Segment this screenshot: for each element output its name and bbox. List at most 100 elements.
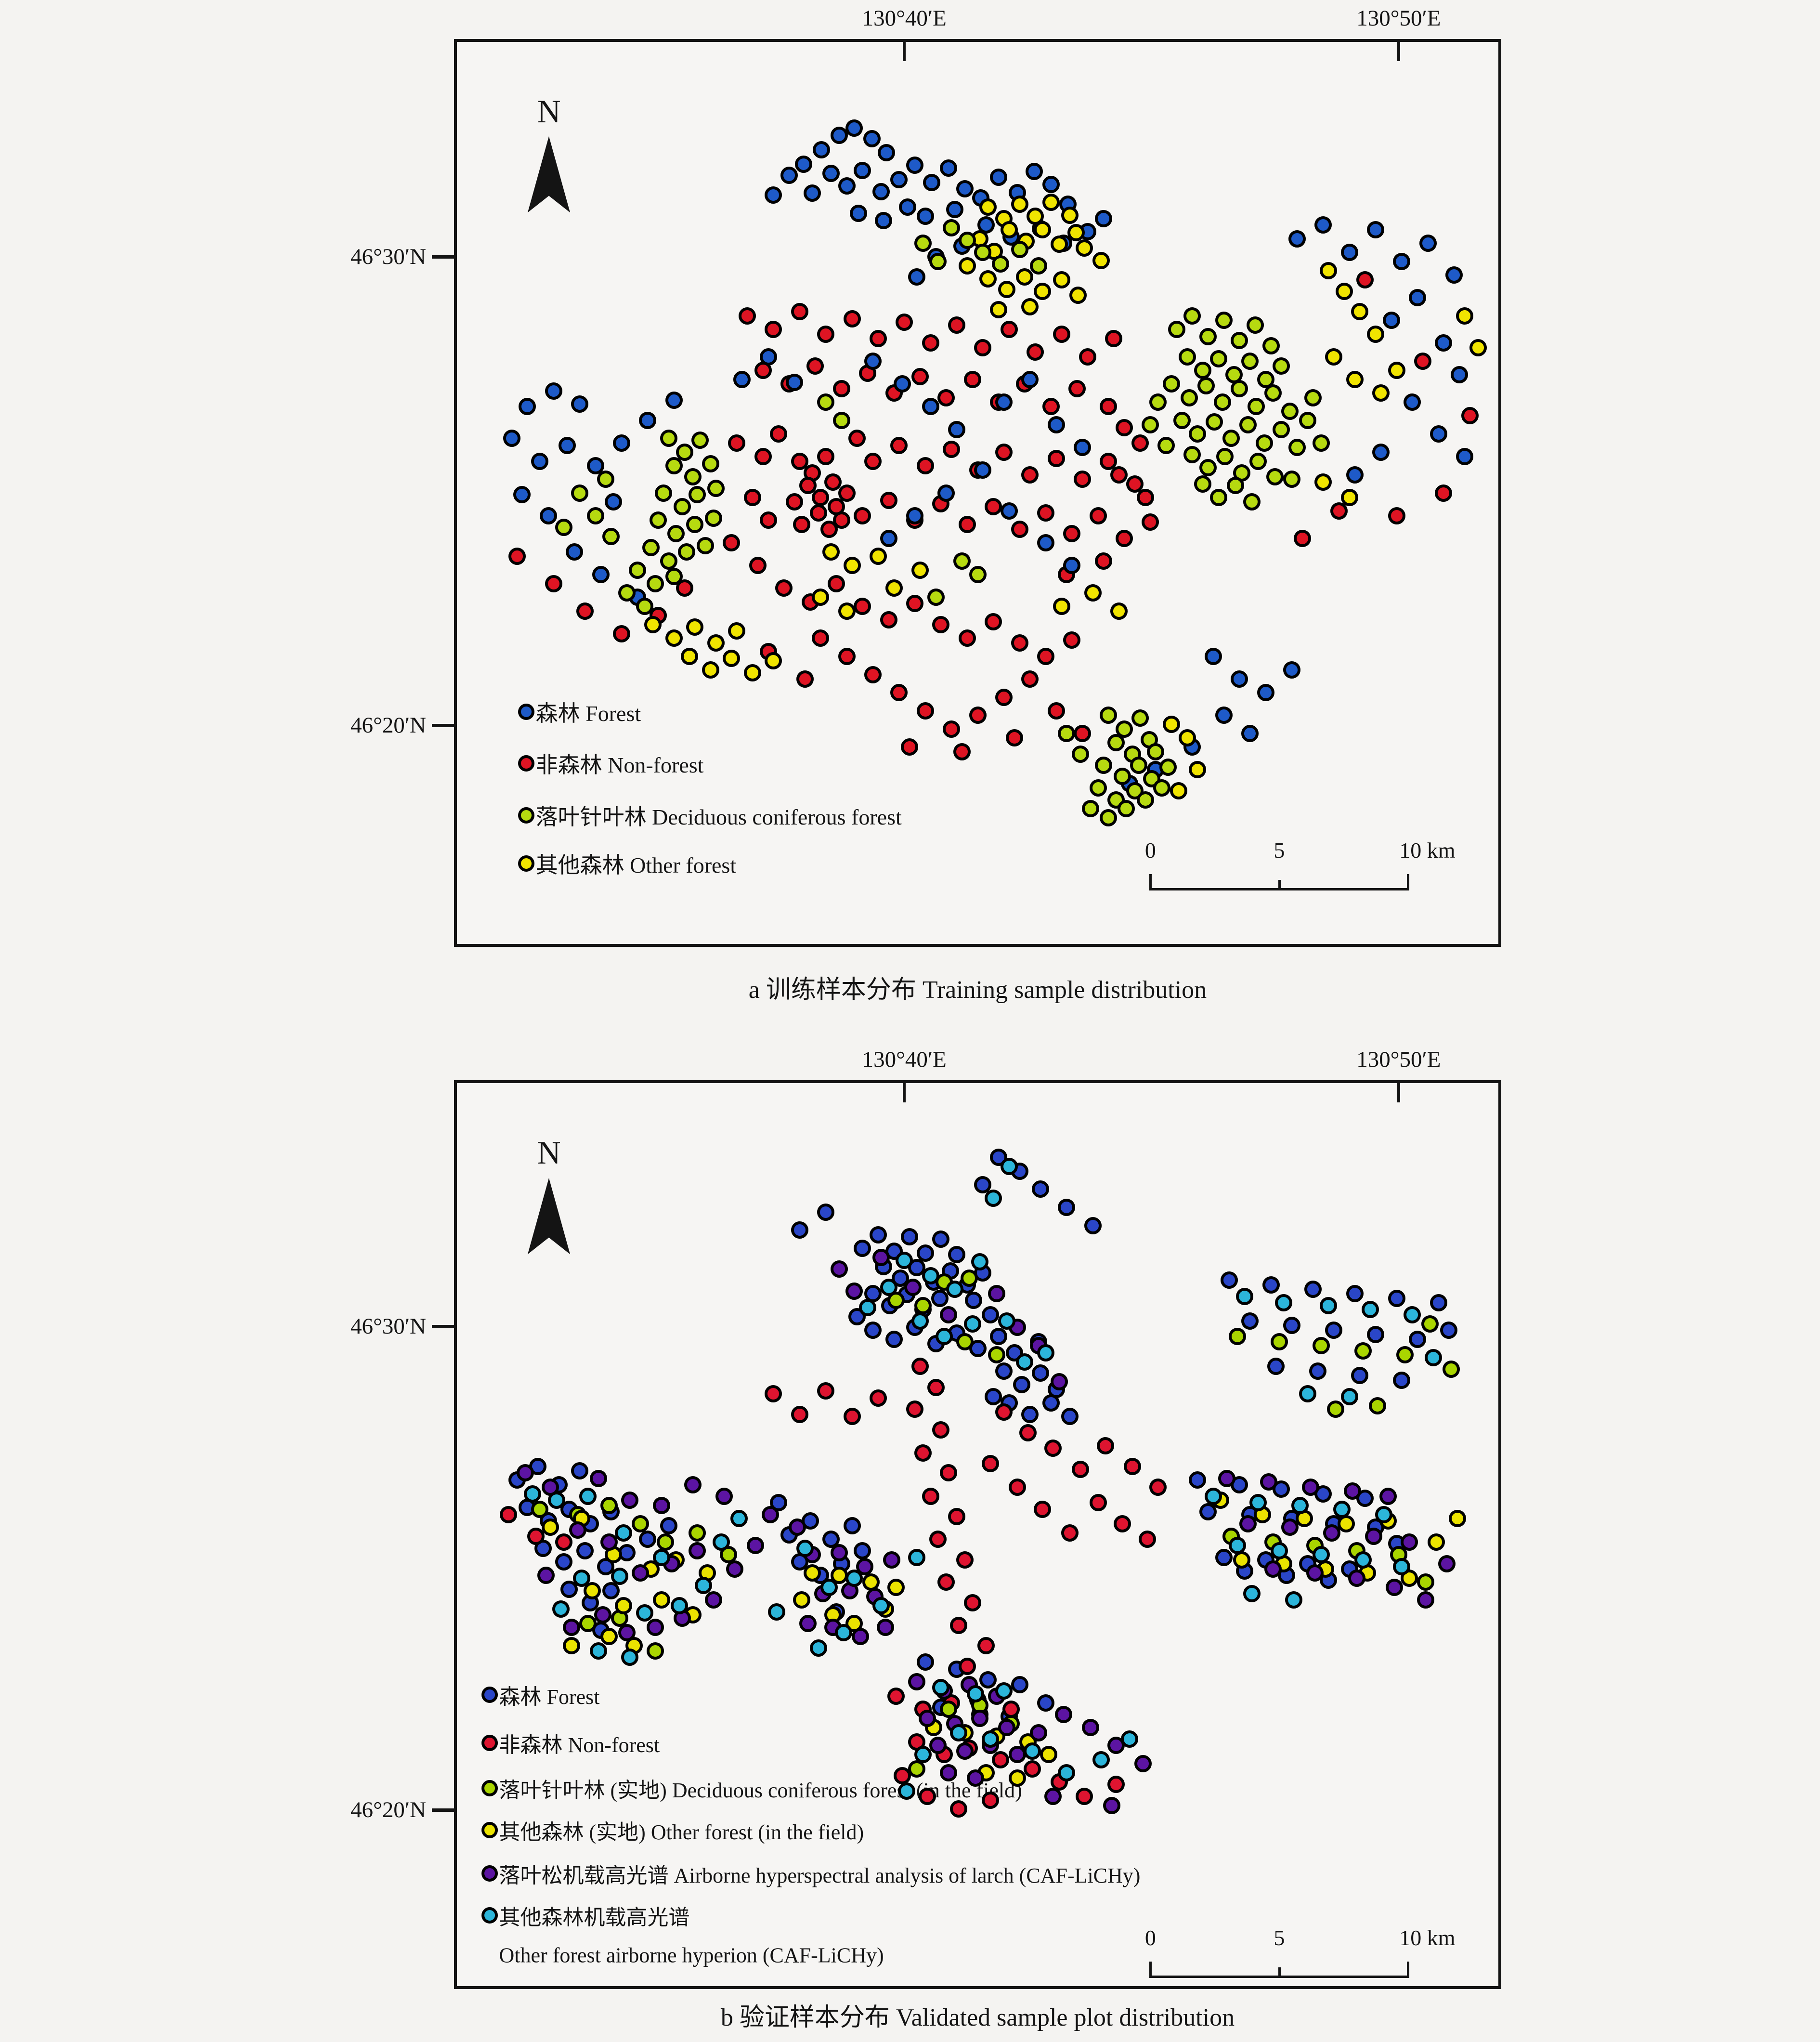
- data-point: [812, 589, 830, 606]
- data-point: [885, 579, 903, 597]
- data-point: [877, 1618, 895, 1636]
- data-point: [916, 457, 934, 474]
- data-point: [943, 219, 961, 237]
- data-point: [872, 183, 890, 200]
- y-axis-tick-label: 46°30′N: [350, 1314, 426, 1339]
- data-point: [911, 1312, 929, 1330]
- data-point: [1241, 725, 1259, 743]
- data-point: [1409, 289, 1426, 307]
- data-point: [1283, 471, 1300, 488]
- data-point: [1034, 1500, 1052, 1518]
- data-point: [1356, 271, 1374, 288]
- x-axis-tick-label: 130°40′E: [862, 6, 947, 31]
- data-point: [702, 455, 719, 473]
- data-point: [1369, 1397, 1387, 1414]
- data-point: [1469, 339, 1487, 356]
- data-point: [1388, 362, 1405, 380]
- data-point: [974, 339, 992, 356]
- data-point: [939, 1700, 957, 1718]
- data-point: [1367, 221, 1384, 238]
- data-point: [1189, 425, 1207, 443]
- data-point: [1183, 307, 1201, 325]
- data-point: [890, 437, 908, 455]
- scalebar-tick: [1407, 1962, 1410, 1978]
- data-point: [1262, 1276, 1280, 1294]
- data-point: [929, 1737, 947, 1754]
- data-point: [1116, 529, 1133, 547]
- data-point: [1136, 488, 1154, 506]
- data-point: [586, 457, 604, 474]
- data-point: [571, 395, 588, 413]
- data-point: [995, 1682, 1013, 1700]
- data-point: [604, 493, 622, 511]
- data-point: [1037, 504, 1054, 522]
- data-point: [1000, 221, 1018, 238]
- data-point: [646, 575, 664, 592]
- data-point: [1367, 325, 1384, 343]
- data-point: [1209, 350, 1227, 367]
- data-point: [981, 1791, 999, 1809]
- scalebar-label: 10 km: [1399, 1925, 1456, 1950]
- data-point: [1071, 1460, 1089, 1478]
- data-point: [990, 301, 1007, 318]
- data-point: [743, 664, 761, 681]
- data-point: [1118, 800, 1135, 818]
- data-point: [969, 566, 987, 584]
- data-point: [660, 430, 677, 447]
- data-point: [1419, 235, 1437, 252]
- data-point: [602, 527, 620, 545]
- data-point: [931, 1289, 949, 1307]
- data-point: [1044, 1440, 1062, 1457]
- data-point: [726, 1560, 743, 1578]
- data-point: [761, 1505, 779, 1523]
- data-point: [1260, 1473, 1278, 1491]
- data-point: [665, 457, 683, 474]
- data-point: [759, 348, 777, 366]
- data-point: [831, 1260, 848, 1278]
- data-point: [1215, 707, 1233, 724]
- data-point: [979, 198, 997, 216]
- data-point: [1461, 407, 1479, 425]
- data-point: [1346, 466, 1364, 484]
- y-axis-tick: [432, 1325, 454, 1329]
- data-point: [552, 1600, 570, 1618]
- data-point: [809, 504, 827, 522]
- data-point: [812, 629, 830, 647]
- data-point: [684, 1476, 702, 1493]
- data-point: [1159, 758, 1177, 776]
- data-point: [639, 1530, 657, 1548]
- data-point: [632, 1564, 650, 1582]
- data-point: [600, 1627, 618, 1645]
- north-arrow-icon: [527, 1178, 571, 1255]
- data-point: [946, 1281, 963, 1298]
- data-point: [562, 1636, 580, 1654]
- data-point: [914, 1746, 932, 1764]
- data-point: [971, 1709, 988, 1727]
- data-point: [1021, 370, 1039, 388]
- data-point: [531, 1500, 549, 1518]
- data-point: [859, 1298, 877, 1316]
- data-point: [615, 1524, 633, 1542]
- data-point: [908, 268, 926, 286]
- data-point: [1021, 670, 1039, 688]
- data-point: [869, 548, 887, 565]
- data-point: [864, 666, 882, 683]
- data-point: [1094, 210, 1112, 228]
- data-point: [1138, 1530, 1156, 1548]
- data-point: [571, 484, 588, 502]
- data-point: [969, 707, 987, 724]
- data-point: [677, 543, 695, 561]
- data-point: [1304, 1281, 1322, 1298]
- data-point: [1239, 1515, 1257, 1532]
- data-point: [812, 488, 830, 506]
- data-point: [948, 316, 965, 334]
- data-point: [636, 1604, 653, 1622]
- data-point: [1243, 493, 1261, 511]
- data-point: [1016, 1353, 1034, 1371]
- data-point: [791, 452, 808, 470]
- data-point: [972, 189, 990, 207]
- data-point: [1023, 1742, 1041, 1760]
- data-point: [785, 373, 803, 391]
- data-point: [1000, 502, 1018, 520]
- data-point: [613, 625, 630, 642]
